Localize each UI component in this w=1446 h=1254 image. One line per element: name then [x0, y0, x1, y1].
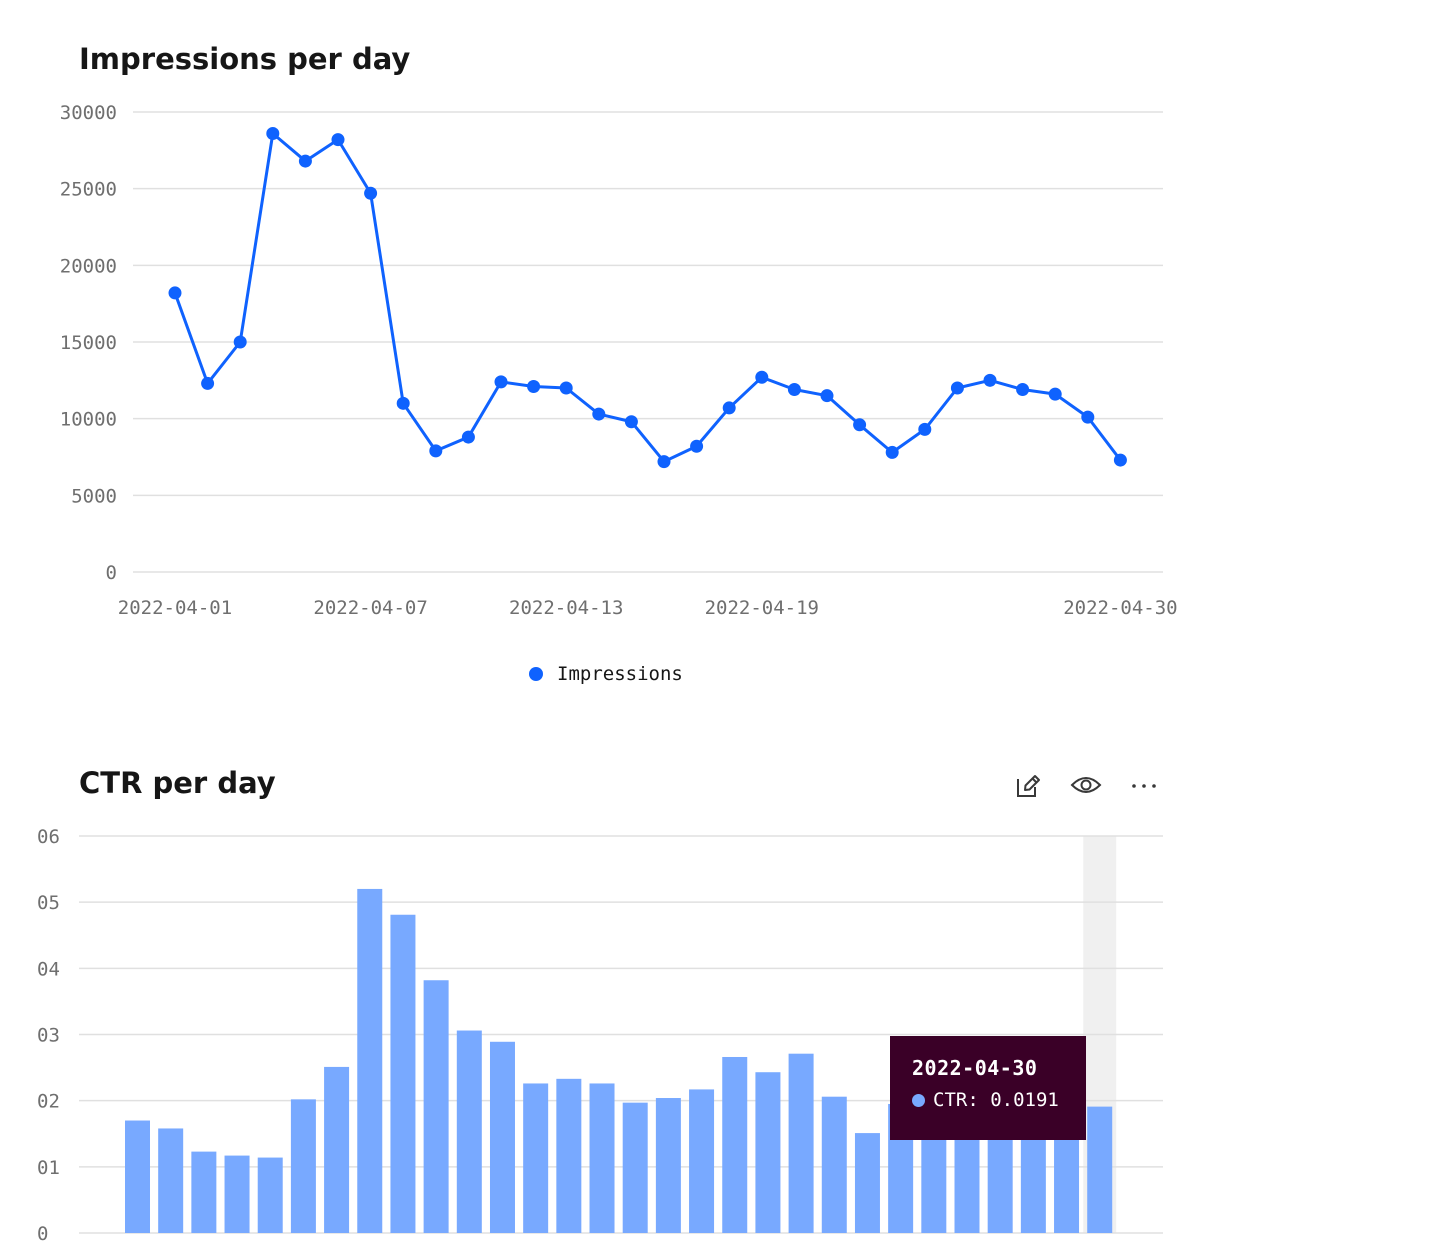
ctr-bar: [622, 1102, 648, 1233]
data-point: [1081, 410, 1095, 424]
y-tick-label: 20000: [60, 255, 117, 277]
ctr-bar: [456, 1030, 482, 1233]
tooltip-row: CTR: 0.0191: [912, 1089, 1086, 1111]
eye-icon: [1070, 777, 1102, 793]
ctr-bar: [489, 1041, 515, 1233]
data-point: [233, 335, 247, 349]
data-point: [494, 375, 508, 389]
legend-dot: [529, 667, 543, 681]
data-point: [429, 444, 443, 458]
ctr-bar: [556, 1078, 582, 1233]
ctr-bar: [788, 1053, 814, 1233]
ctr-bar: [125, 1120, 150, 1233]
overflow-menu-icon: [1132, 784, 1156, 788]
y-tick-label: 03: [37, 1025, 60, 1047]
ctr-bar: [854, 1133, 880, 1233]
y-tick-label: 25000: [60, 179, 117, 201]
data-point: [983, 373, 997, 387]
ctr-bar: [589, 1083, 615, 1233]
data-point: [820, 389, 834, 403]
data-point: [592, 407, 606, 421]
data-point: [787, 383, 801, 397]
y-tick-label: 05: [37, 892, 60, 914]
data-point: [396, 396, 410, 410]
ctr-bar: [821, 1096, 847, 1233]
ctr-bar: [158, 1128, 184, 1233]
tooltip-date: 2022-04-30: [912, 1056, 1038, 1080]
y-tick-label: 06: [37, 826, 60, 848]
data-point: [527, 379, 541, 393]
x-tick-label: 2022-04-19: [705, 597, 819, 619]
y-tick-label: 02: [37, 1091, 60, 1113]
y-tick-label: 0: [37, 1223, 48, 1245]
overflow-menu-button[interactable]: [1122, 764, 1166, 806]
ctr-bar: [191, 1151, 217, 1233]
data-point: [690, 439, 704, 453]
ctr-bar: [290, 1099, 316, 1233]
impressions-line: [173, 131, 1122, 464]
data-point: [364, 186, 378, 200]
data-point: [950, 381, 964, 395]
data-point: [885, 445, 899, 459]
y-tick-label: 01: [37, 1157, 60, 1179]
tooltip-series-dot: [912, 1093, 925, 1107]
chart-title: Impressions per day: [79, 42, 411, 76]
x-tick-label: 2022-04-01: [118, 597, 232, 619]
y-tick-label: 30000: [60, 102, 117, 124]
tooltip-value: CTR: 0.0191: [933, 1089, 1059, 1111]
data-point: [331, 133, 345, 147]
ctr-bar: [1087, 1106, 1113, 1233]
data-point: [1113, 453, 1127, 467]
legend-label: Impressions: [557, 663, 683, 685]
data-point: [461, 430, 475, 444]
ctr-bar: [324, 1066, 350, 1233]
data-point: [298, 154, 312, 168]
chart-tooltip: 2022-04-30 CTR: 0.0191: [890, 1036, 1086, 1140]
data-point: [559, 381, 573, 395]
ctr-bar: [689, 1089, 715, 1233]
y-tick-label: 04: [37, 958, 60, 980]
data-point: [266, 126, 280, 140]
y-tick-label: 0: [106, 562, 117, 584]
data-point: [624, 415, 638, 429]
data-point: [1016, 383, 1030, 397]
chart-toolbar: [1006, 764, 1180, 806]
view-button[interactable]: [1064, 764, 1108, 806]
data-point: [1048, 387, 1062, 401]
ctr-bar: [357, 888, 383, 1233]
edit-icon: [1017, 775, 1040, 797]
y-tick-label: 10000: [60, 409, 117, 431]
ctr-bar: [390, 914, 416, 1233]
y-tick-label: 5000: [71, 485, 117, 507]
x-tick-label: 2022-04-13: [509, 597, 623, 619]
x-tick-label: 2022-04-07: [313, 597, 427, 619]
ctr-bar: [722, 1056, 748, 1233]
ctr-bar: [423, 980, 449, 1233]
x-tick-label: 2022-04-30: [1063, 597, 1177, 619]
data-point: [722, 401, 736, 415]
y-tick-label: 15000: [60, 332, 117, 354]
data-point: [201, 376, 215, 390]
data-point: [755, 370, 769, 384]
ctr-bar: [655, 1098, 681, 1233]
data-point: [657, 455, 671, 469]
ctr-bar: [755, 1072, 781, 1233]
ctr-bar: [523, 1083, 549, 1233]
chart-title: CTR per day: [79, 766, 276, 800]
data-point: [853, 418, 867, 432]
ctr-bar: [224, 1155, 250, 1233]
ctr-bar: [257, 1157, 283, 1233]
edit-button[interactable]: [1006, 764, 1050, 806]
data-point: [168, 286, 182, 300]
data-point: [918, 422, 932, 436]
